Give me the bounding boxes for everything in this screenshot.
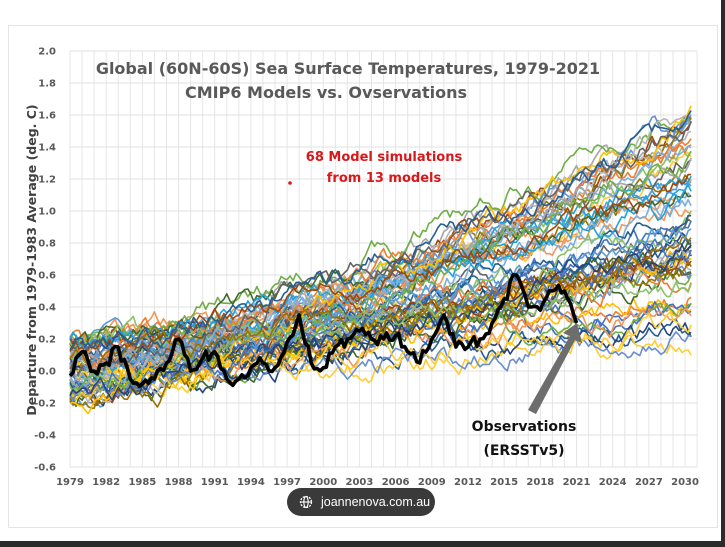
- y-tick-label: 0.4: [38, 303, 56, 314]
- y-tick-label: 0.8: [38, 239, 56, 250]
- x-tick-label: 2009: [418, 477, 446, 488]
- model-simulation-line: [69, 173, 692, 353]
- chart-title: Global (60N-60S) Sea Surface Temperature…: [96, 59, 600, 78]
- x-tick-label: 2021: [563, 477, 591, 488]
- model-simulation-line: [69, 210, 692, 396]
- y-tick-label: 1.2: [38, 175, 56, 186]
- y-tick-label: 2.0: [38, 47, 56, 58]
- model-simulation-line: [69, 151, 692, 395]
- x-ticks: 1979 1982 1985 1988 1991 1994 1997 2000 2003 2006…: [56, 477, 699, 488]
- model-simulation-line: [69, 331, 692, 402]
- obs-label-line1: Observations: [472, 419, 577, 435]
- y-tick-label: 0.0: [38, 367, 56, 378]
- x-tick-label: 1991: [201, 477, 229, 488]
- red-dot-marker: [288, 181, 292, 185]
- x-tick-label: 1982: [92, 477, 120, 488]
- model-simulation-line: [69, 184, 692, 351]
- globe-icon: [299, 495, 313, 509]
- y-tick-label: 1.8: [38, 79, 56, 90]
- x-tick-label: 2024: [599, 477, 627, 488]
- y-axis-label: Departure from 1979-1983 Average (deg. C…: [24, 104, 39, 415]
- source-badge-label: joannenova.com.au: [321, 495, 431, 509]
- x-tick-label: 1994: [237, 477, 265, 488]
- model-simulation-line: [69, 110, 692, 351]
- y-tick-label: -0.6: [34, 463, 56, 474]
- models-note-line1: 68 Model simulations: [306, 150, 463, 165]
- observations-arrow: [528, 323, 582, 414]
- x-tick-label: 1997: [273, 477, 301, 488]
- source-badge[interactable]: joannenova.com.au: [287, 488, 435, 516]
- x-tick-label: 2027: [635, 477, 663, 488]
- model-simulation-line: [69, 227, 692, 371]
- x-tick-label: 2018: [526, 477, 554, 488]
- y-ticks: 2.0 1.8 1.6 1.4 1.2 1.0 0.8 0.6 0.4 0.2 0.0 -0.2 -0.…: [34, 47, 56, 474]
- x-tick-label: 1985: [128, 477, 156, 488]
- x-tick-label: 2006: [382, 477, 410, 488]
- model-simulation-line: [69, 265, 692, 350]
- y-tick-label: -0.2: [34, 399, 56, 410]
- y-tick-label: 0.6: [38, 271, 56, 282]
- observation-series: [68, 272, 579, 389]
- y-tick-label: 1.4: [38, 143, 56, 154]
- obs-label-line2: (ERSSTv5): [483, 443, 564, 459]
- x-tick-label: 2015: [490, 477, 518, 488]
- y-tick-label: 1.0: [38, 207, 56, 218]
- model-simulation-line: [69, 276, 692, 348]
- models-note-line2: from 13 models: [327, 171, 442, 186]
- y-tick-label: -0.4: [34, 431, 56, 442]
- x-tick-label: 1979: [56, 477, 84, 488]
- model-simulation-line: [70, 311, 692, 394]
- chart-subtitle: CMIP6 Models vs. Ovservations: [185, 83, 467, 102]
- y-tick-label: 0.2: [38, 335, 56, 346]
- y-tick-label: 1.6: [38, 111, 56, 122]
- x-tick-label: 2000: [309, 477, 337, 488]
- x-tick-label: 2012: [454, 477, 482, 488]
- x-tick-label: 2003: [346, 477, 374, 488]
- x-tick-label: 1988: [165, 477, 193, 488]
- x-tick-label: 2030: [671, 477, 699, 488]
